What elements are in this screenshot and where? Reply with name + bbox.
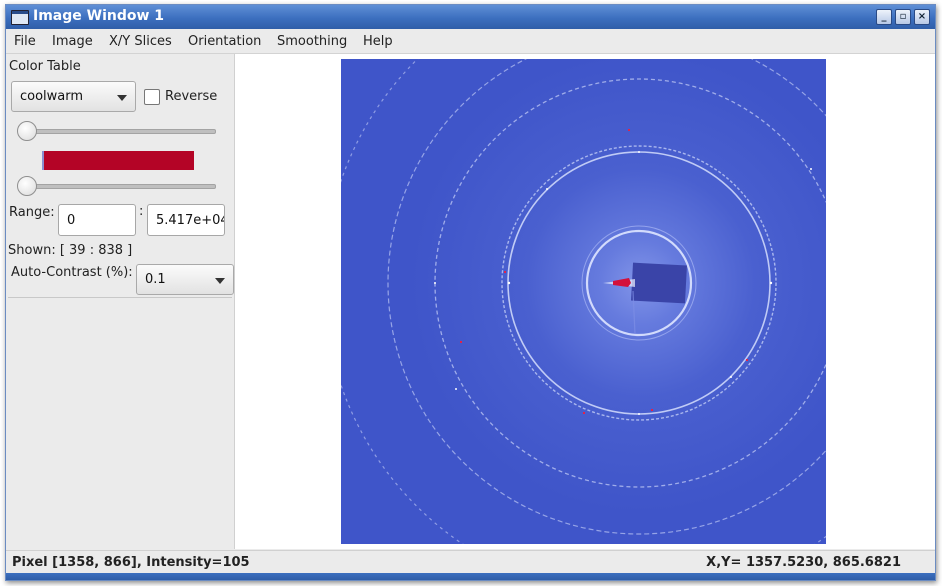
menu-smoothing[interactable]: Smoothing: [277, 34, 348, 49]
color-slider-bottom-track[interactable]: [20, 184, 216, 189]
chevron-down-icon: [215, 278, 225, 284]
reverse-checkbox[interactable]: [144, 89, 160, 105]
color-table-value: coolwarm: [20, 89, 84, 104]
color-table-label: Color Table: [9, 59, 81, 74]
close-icon[interactable]: ×: [914, 9, 930, 25]
image-window: Image Window 1 _ ▫ × File Image X/Y Slic…: [5, 4, 936, 581]
color-slider-bottom-handle[interactable]: [17, 176, 37, 196]
range-min-field[interactable]: [58, 204, 136, 236]
menu-file[interactable]: File: [14, 34, 36, 49]
range-max-input[interactable]: [148, 205, 224, 235]
beam-stop-arm: [632, 290, 636, 335]
menu-orientation[interactable]: Orientation: [188, 34, 262, 49]
color-slider-top-track[interactable]: [20, 129, 216, 134]
chevron-down-icon: [117, 95, 127, 101]
reverse-label: Reverse: [165, 89, 218, 104]
auto-contrast-label: Auto-Contrast (%):: [11, 265, 133, 280]
color-slider-top-handle[interactable]: [17, 121, 37, 141]
direct-beam-spot: [613, 278, 631, 287]
xy-coordinate-readout: X,Y= 1357.5230, 865.6821: [706, 555, 901, 570]
window-title: Image Window 1: [33, 8, 165, 24]
title-bar[interactable]: Image Window 1 _ ▫ ×: [6, 5, 935, 29]
window-bottom-border: [6, 573, 935, 580]
range-max-field[interactable]: [147, 204, 225, 236]
minimize-icon[interactable]: _: [876, 9, 892, 25]
menu-help[interactable]: Help: [363, 34, 393, 49]
hot-pixels: [460, 129, 748, 414]
auto-contrast-dropdown[interactable]: 0.1: [136, 264, 234, 295]
range-separator: :: [139, 204, 144, 219]
menu-xy-slices[interactable]: X/Y Slices: [109, 34, 172, 49]
window-icon: [11, 10, 29, 25]
panel-divider: [8, 297, 232, 298]
color-table-bar: [42, 151, 194, 170]
control-panel: Color Table coolwarm Reverse Range: : Sh…: [6, 54, 235, 549]
bright-spots: [434, 151, 812, 415]
diffuse-halo: [341, 59, 826, 544]
menu-bar: File Image X/Y Slices Orientation Smooth…: [6, 29, 935, 54]
maximize-icon[interactable]: ▫: [895, 9, 911, 25]
pixel-intensity-readout: Pixel [1358, 866], Intensity=105: [12, 555, 250, 570]
range-label: Range:: [9, 205, 55, 220]
color-table-dropdown[interactable]: coolwarm: [11, 81, 136, 112]
range-min-input[interactable]: [59, 205, 135, 235]
shown-range-text: Shown: [ 39 : 838 ]: [8, 243, 133, 258]
diffraction-image[interactable]: [341, 59, 826, 544]
status-bar: Pixel [1358, 866], Intensity=105 X,Y= 13…: [6, 550, 935, 573]
menu-image[interactable]: Image: [52, 34, 93, 49]
image-canvas-area[interactable]: [235, 54, 935, 549]
beam-stop: [631, 262, 687, 304]
auto-contrast-value: 0.1: [145, 272, 166, 287]
